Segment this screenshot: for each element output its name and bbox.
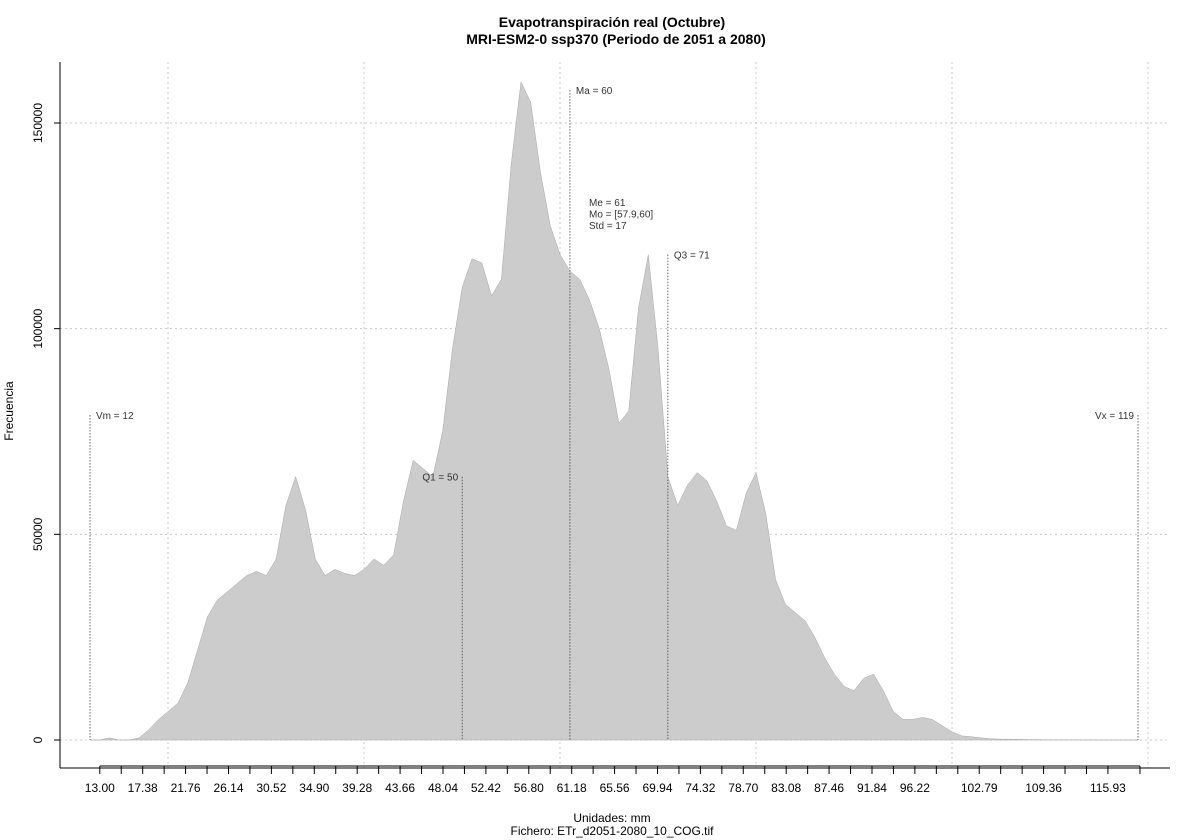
x-axis-label: Unidades: mm xyxy=(573,811,650,825)
x-tick-label: 26.14 xyxy=(213,781,243,795)
x-tick-label: 91.84 xyxy=(857,781,887,795)
annotation-label: Vx = 119 xyxy=(1095,411,1134,422)
x-tick-label: 61.18 xyxy=(557,781,587,795)
y-tick-label: 50000 xyxy=(31,517,45,551)
x-tick-label: 13.00 xyxy=(85,781,115,795)
x-tick-label: 87.46 xyxy=(814,781,844,795)
annotation-label: Q3 = 71 xyxy=(674,251,710,262)
x-tick-label: 102.79 xyxy=(961,781,998,795)
annotations: Vm = 12 Q1 = 50 Ma = 60 Q3 = 71 Vx = 119 Me =… xyxy=(89,86,1139,740)
annotation-label: Q1 = 50 xyxy=(422,473,458,484)
x-tick-label: 69.94 xyxy=(642,781,672,795)
x-tick-label: 78.70 xyxy=(728,781,758,795)
x-tick-label: 74.32 xyxy=(685,781,715,795)
y-axis-label: Frecuencia xyxy=(2,381,16,441)
annotation-label: Ma = 60 xyxy=(576,86,613,97)
y-tick-label: 100000 xyxy=(31,308,45,348)
y-tick-label: 0 xyxy=(31,736,45,743)
footer-filename: Fichero: ETr_d2051-2080_10_COG.tif xyxy=(511,824,715,838)
axes: 0 50000 100000 150000 13.00 17.38 21.76 26.14 30… xyxy=(31,62,1170,795)
x-tick-label: 34.90 xyxy=(299,781,329,795)
x-tick-label: 39.28 xyxy=(342,781,372,795)
x-tick-label: 109.36 xyxy=(1025,781,1062,795)
chart-title: Evapotranspiración real (Octubre) xyxy=(499,14,725,30)
y-tick-label: 150000 xyxy=(31,103,45,143)
stats-label: Me = 61 xyxy=(589,198,626,209)
x-tick-label: 17.38 xyxy=(128,781,158,795)
annotation-label: Vm = 12 xyxy=(96,411,134,422)
x-tick-label: 115.93 xyxy=(1090,781,1126,795)
x-tick-label: 21.76 xyxy=(171,781,201,795)
x-tick-label: 52.42 xyxy=(471,781,501,795)
x-tick-label: 30.52 xyxy=(256,781,286,795)
x-tick-label: 48.04 xyxy=(428,781,458,795)
stats-label: Mo = [57.9,60] xyxy=(589,210,653,221)
x-tick-label: 43.66 xyxy=(385,781,415,795)
x-tick-label: 56.80 xyxy=(514,781,544,795)
frequency-area xyxy=(90,81,1138,741)
chart-subtitle: MRI-ESM2-0 ssp370 (Periodo de 2051 a 208… xyxy=(466,31,766,47)
stats-label: Std = 17 xyxy=(589,221,627,232)
x-tick-label: 83.08 xyxy=(771,781,801,795)
x-tick-label: 96.22 xyxy=(900,781,930,795)
x-tick-label: 65.56 xyxy=(600,781,630,795)
